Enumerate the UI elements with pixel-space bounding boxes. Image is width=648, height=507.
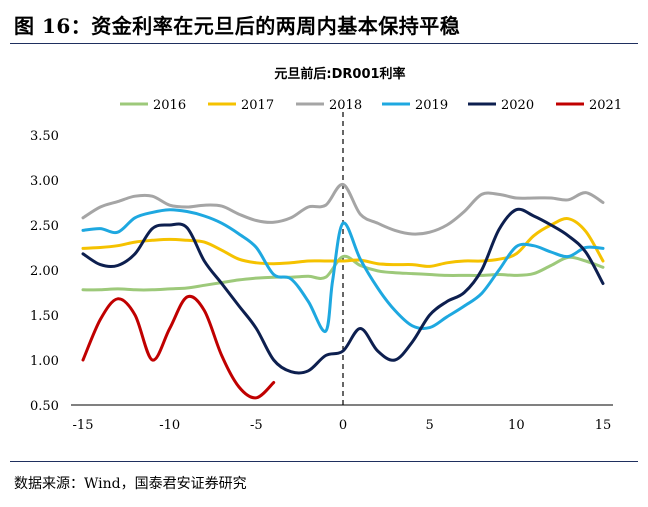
legend: 2016 2017 2018 2019 2020 2021 (120, 98, 622, 113)
x-tick-label: -5 (250, 418, 263, 433)
y-tick-label: 3.00 (30, 174, 59, 189)
x-tick-label: 0 (339, 418, 347, 433)
y-tick-label: 1.50 (30, 309, 59, 324)
legend-label-2019: 2019 (415, 98, 448, 113)
x-tick-label: 15 (595, 418, 612, 433)
series-line-2018 (81, 183, 605, 236)
series-line-2021 (81, 294, 276, 400)
chart-title: 元旦前后:DR001利率 (274, 66, 405, 82)
series-line-2020 (81, 207, 605, 375)
x-tick-label: 5 (426, 418, 434, 433)
y-tick-label: 2.50 (30, 219, 59, 234)
legend-label-2017: 2017 (241, 98, 274, 113)
series-lines (81, 183, 605, 400)
legend-label-2020: 2020 (501, 98, 534, 113)
series-line-2016 (81, 254, 605, 292)
series-line-2017 (81, 217, 605, 268)
bottom-rule (10, 461, 638, 462)
y-tick-label: 1.00 (30, 354, 59, 369)
y-tick-label: 3.50 (30, 129, 59, 144)
legend-label-2016: 2016 (153, 98, 186, 113)
top-rule (10, 43, 638, 44)
x-tick-label: -10 (159, 418, 180, 433)
y-tick-label: 0.50 (30, 399, 59, 414)
legend-label-2021: 2021 (589, 98, 622, 113)
figure-title: 图 16：资金利率在元旦后的两周内基本保持平稳 (14, 14, 461, 38)
x-tick-label: 10 (508, 418, 525, 433)
y-tick-label: 2.00 (30, 264, 59, 279)
x-tick-label: -15 (73, 418, 94, 433)
source-note: 数据来源：Wind，国泰君安证券研究 (14, 476, 247, 492)
legend-label-2018: 2018 (329, 98, 362, 113)
axes: 0.50 1.00 1.50 2.00 2.50 3.00 3.50 -15 -10 -5 0 5 10… (30, 107, 613, 433)
series-line-2019 (81, 208, 605, 333)
